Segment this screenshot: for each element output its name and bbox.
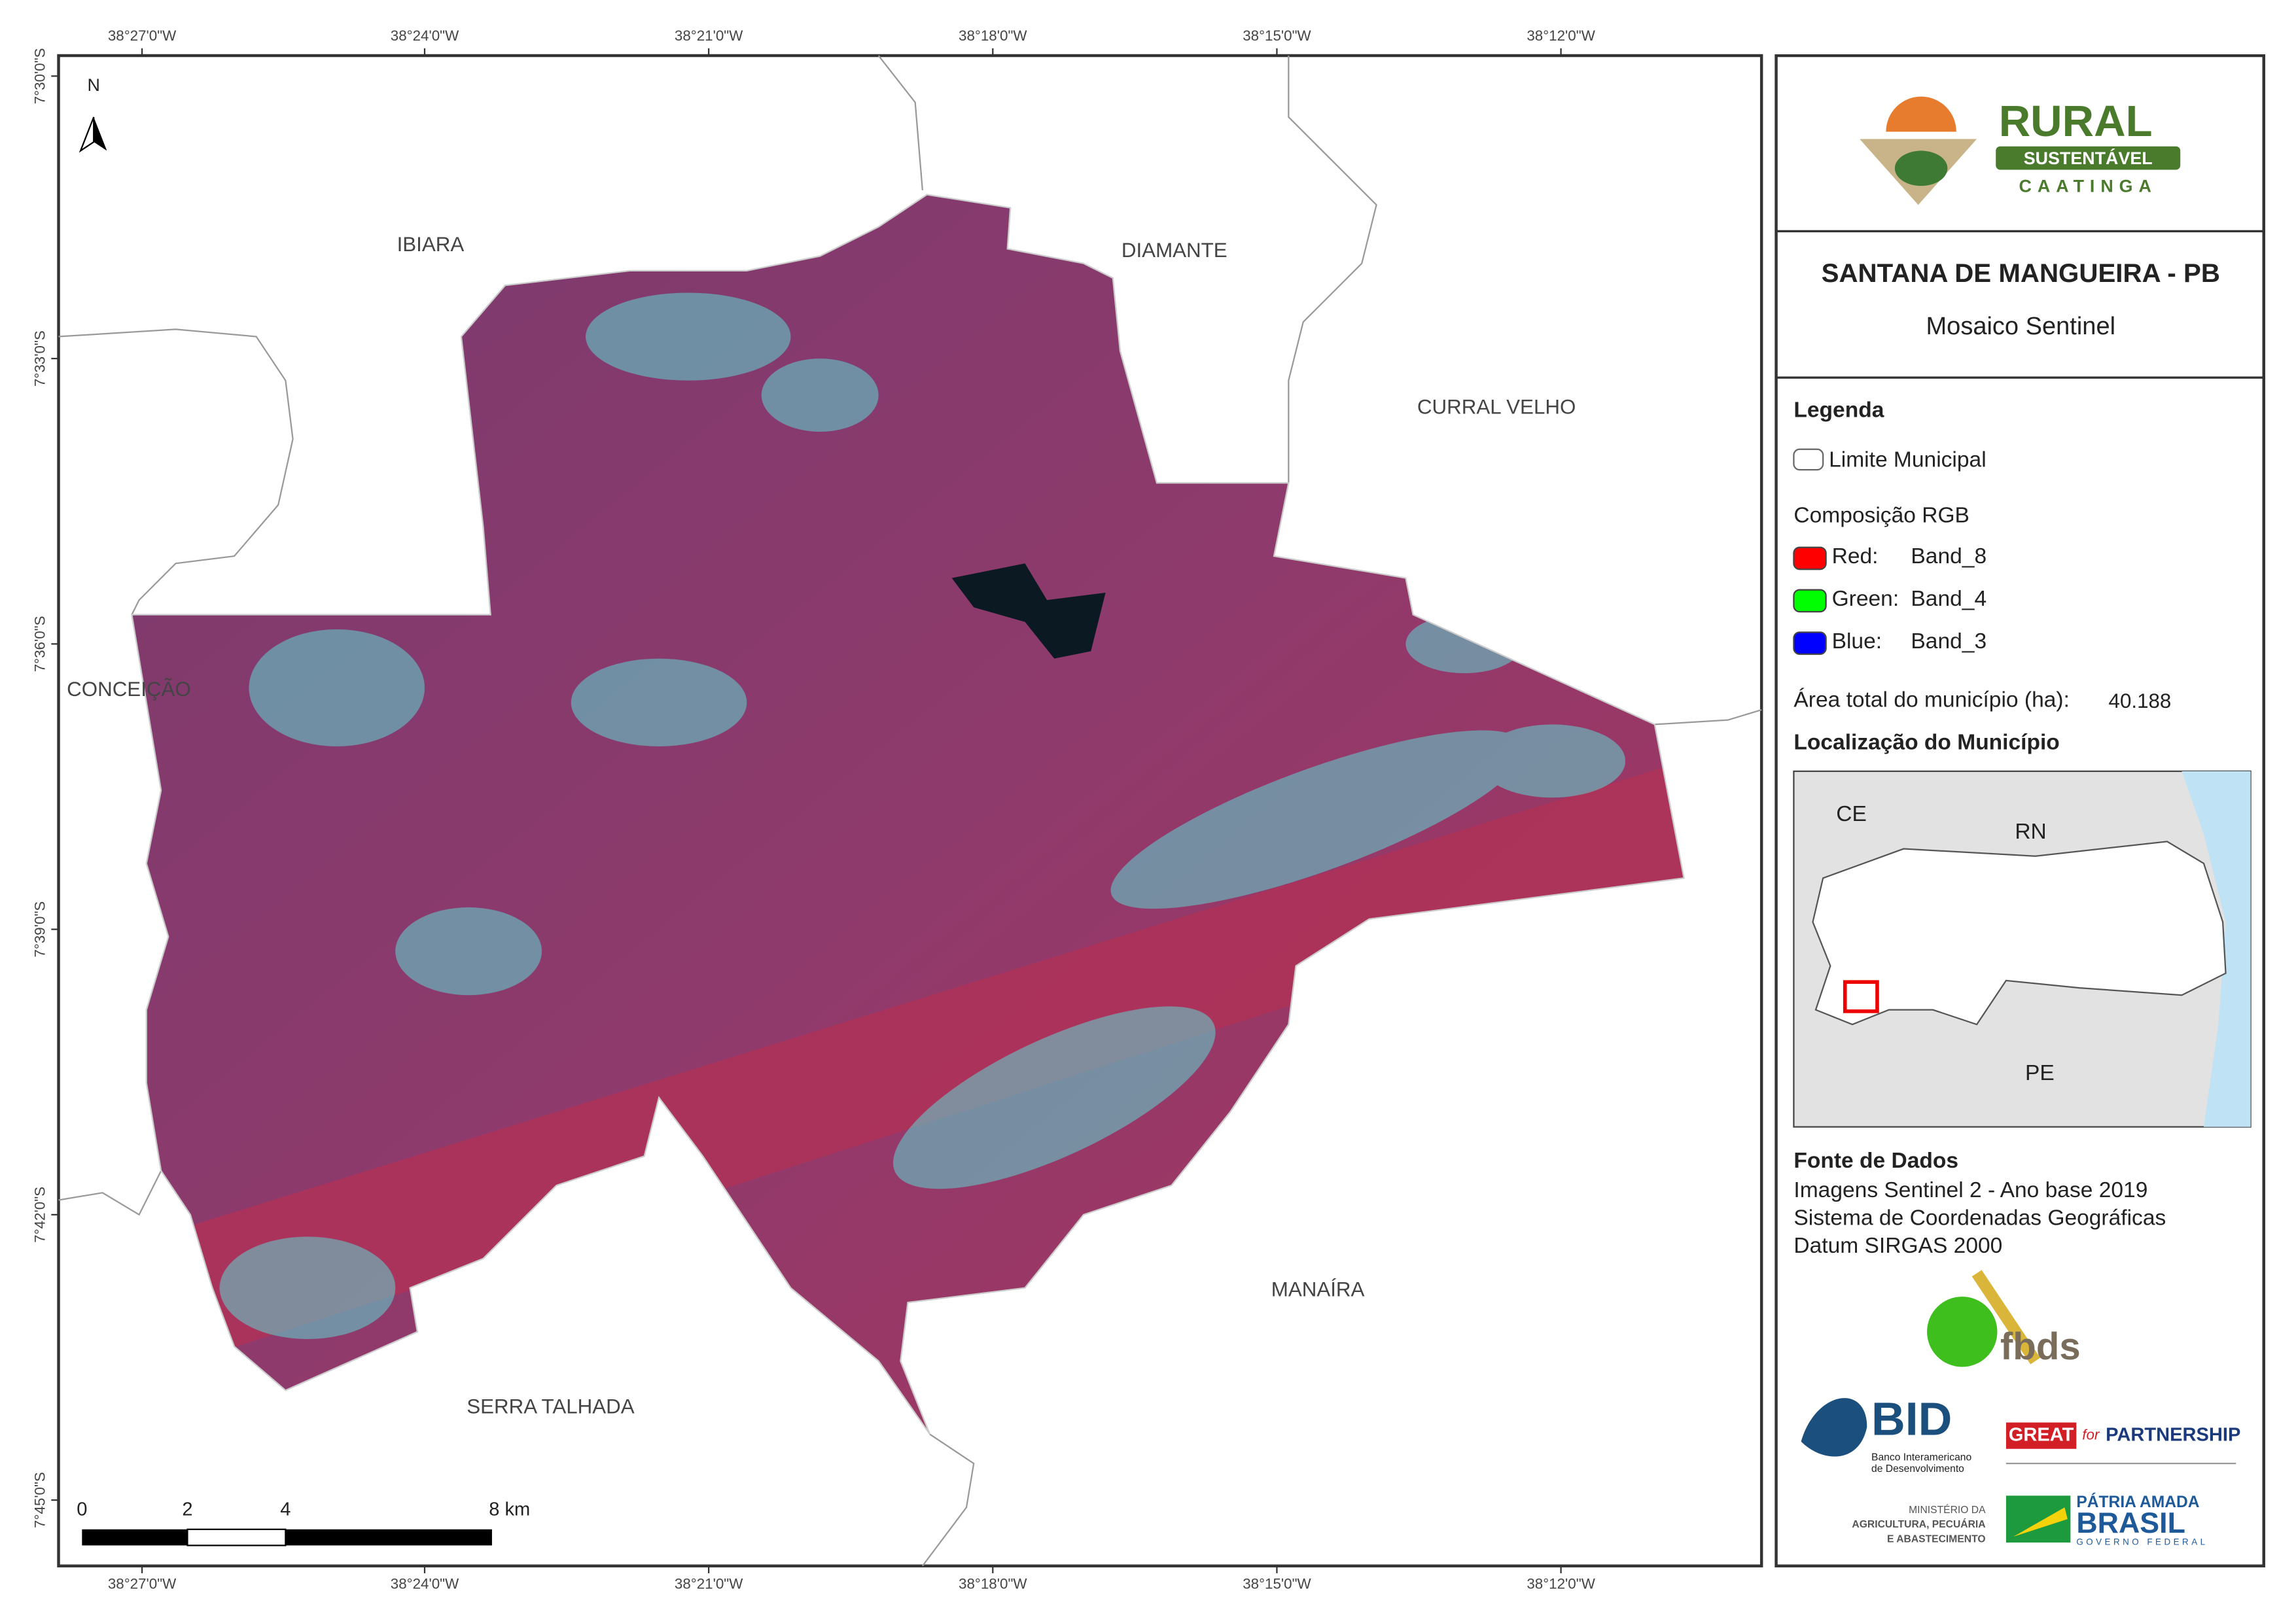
location-inset [1793, 770, 2252, 1128]
brasil-top: PÁTRIA AMADA [2076, 1493, 2199, 1511]
legend-boundary: Limite Municipal [1829, 448, 1987, 472]
inset-label: PE [2025, 1061, 2055, 1085]
brasil: BRASIL [2076, 1507, 2185, 1539]
map-title: SANTANA DE MANGUEIRA - PB [1822, 258, 2220, 288]
place-label: SERRA TALHADA [467, 1395, 635, 1418]
source-line: Datum SIRGAS 2000 [1793, 1234, 2002, 1258]
rural-logo: RURAL SUSTENTÁVEL CAATINGA [1860, 96, 2181, 205]
ministry: MINISTÉRIO DA [1909, 1503, 1986, 1516]
left-coord: 7°30'0"S [32, 48, 48, 104]
left-coord: 7°45'0"S [32, 1472, 48, 1528]
left-coord: 7°39'0"S [32, 901, 48, 958]
municipal-boundary [131, 194, 1685, 1435]
great-for: for [2082, 1427, 2100, 1443]
inset-label: CE [1836, 802, 1867, 826]
top-coord: 38°27'0"W [108, 27, 177, 44]
scale-label: 2 [182, 1499, 192, 1520]
left-coord: 7°42'0"S [32, 1187, 48, 1243]
scale-label: 8 km [489, 1499, 530, 1520]
band-channel: Blue: [1832, 629, 1882, 654]
partner-logos: fbds BID Banco Interamericano de Desenvo… [1801, 1270, 2240, 1547]
left-coord: 7°33'0"S [32, 330, 48, 387]
band-channel: Red: [1832, 544, 1879, 568]
area-label: Área total do município (ha): [1793, 688, 2069, 712]
left-coord: 7°36'0"S [32, 616, 48, 672]
band-swatch [1793, 631, 1827, 655]
great-logo: GREAT [2009, 1424, 2074, 1445]
ministry: E ABASTECIMENTO [1887, 1534, 1986, 1545]
area-value: 40.188 [2109, 689, 2172, 712]
source-line: Sistema de Coordenadas Geográficas [1793, 1206, 2166, 1230]
legend-heading: Legenda [1793, 398, 1884, 423]
top-coord: 38°18'0"W [959, 27, 1027, 44]
top-coord: 38°15'0"W [1243, 27, 1311, 44]
bottom-coord: 38°24'0"W [391, 1576, 459, 1592]
scale-label: 4 [280, 1499, 291, 1520]
bottom-coord: 38°27'0"W [108, 1576, 177, 1592]
band-swatch [1793, 546, 1827, 570]
scale-label: 0 [77, 1499, 87, 1520]
place-label: IBIARA [397, 233, 465, 256]
north-label: N [88, 75, 100, 95]
band-name: Band_3 [1911, 629, 1987, 654]
place-label: CONCEIÇÃO [67, 678, 191, 701]
scale-bar [82, 1528, 492, 1546]
place-label: MANAÍRA [1271, 1278, 1365, 1300]
great-partnership: PARTNERSHIP [2106, 1424, 2240, 1445]
bid-sub: de Desenvolvimento [1871, 1463, 1964, 1475]
band-name: Band_4 [1911, 587, 1987, 611]
band-channel: Green: [1832, 587, 1899, 611]
top-coord: 38°21'0"W [675, 27, 743, 44]
bottom-coord: 38°12'0"W [1527, 1576, 1595, 1592]
bottom-coord: 38°18'0"W [959, 1576, 1027, 1592]
logo-sustentavel: SUSTENTÁVEL [2024, 148, 2153, 168]
band-name: Band_8 [1911, 544, 1987, 568]
legend-rgb-heading: Composição RGB [1793, 504, 1969, 528]
place-label: CURRAL VELHO [1417, 395, 1576, 418]
inset-label: RN [2015, 820, 2046, 844]
north-arrow: N [79, 75, 107, 153]
brasil-sub: GOVERNO FEDERAL [2076, 1537, 2208, 1547]
map-subtitle: Mosaico Sentinel [1926, 313, 2116, 340]
top-coord: 38°24'0"W [391, 27, 459, 44]
bid-logo: BID [1871, 1393, 1952, 1445]
bottom-coord: 38°15'0"W [1243, 1576, 1311, 1592]
location-heading: Localização do Município [1793, 730, 2059, 754]
band-swatch [1793, 589, 1827, 613]
top-coord: 38°12'0"W [1527, 27, 1595, 44]
logo-rural: RURAL [1999, 97, 2153, 146]
sources-heading: Fonte de Dados [1793, 1149, 1958, 1173]
source-line: Imagens Sentinel 2 - Ano base 2019 [1793, 1178, 2147, 1202]
logo-caatinga: CAATINGA [2019, 176, 2157, 196]
fbds-logo: fbds [2000, 1325, 2081, 1368]
ministry: AGRICULTURA, PECUÁRIA [1852, 1518, 1985, 1530]
bid-sub: Banco Interamericano [1871, 1452, 1971, 1463]
place-label: DIAMANTE [1122, 239, 1227, 262]
bottom-coord: 38°21'0"W [675, 1576, 743, 1592]
graticule: 38°27'0"W 38°24'0"W 38°21'0"W 38°18'0"W 38°1… [32, 27, 1596, 1592]
neighbor-boundaries [58, 55, 1762, 1567]
